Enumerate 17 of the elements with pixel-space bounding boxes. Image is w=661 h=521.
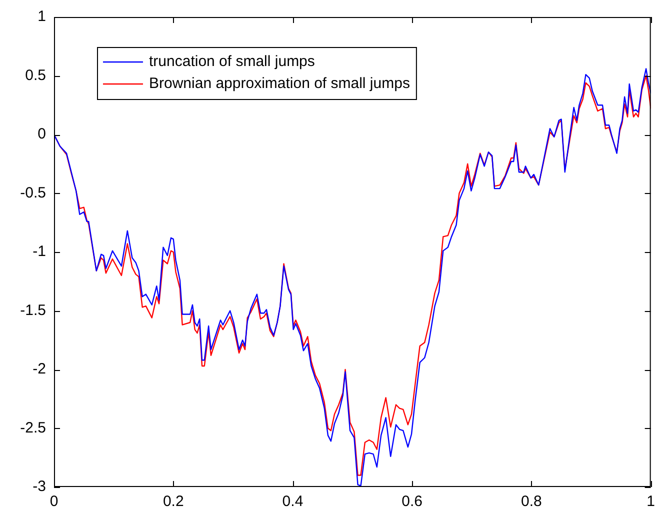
y-tick-label: 1 xyxy=(38,8,46,26)
legend-label: truncation of small jumps xyxy=(149,53,315,70)
y-tick-label: -3 xyxy=(32,478,46,496)
legend-label: Brownian approximation of small jumps xyxy=(149,75,410,92)
x-tick-label: 0.8 xyxy=(521,493,542,510)
x-tick-label: 0.4 xyxy=(282,493,304,510)
x-tick-label: 1 xyxy=(646,493,655,510)
y-tick-label: 0.5 xyxy=(25,66,46,84)
x-tick-label: 0.2 xyxy=(162,493,184,510)
y-tick-label: -0.5 xyxy=(20,184,46,202)
x-tick-label: 0 xyxy=(50,493,58,510)
x-tick-label: 0.6 xyxy=(402,493,423,510)
y-tick-label: -2 xyxy=(32,360,46,378)
y-tick-label: -1 xyxy=(32,243,46,260)
y-tick-label: -1.5 xyxy=(20,302,46,319)
y-tick-label: -2.5 xyxy=(20,419,46,436)
y-tick-label: 0 xyxy=(38,126,46,143)
